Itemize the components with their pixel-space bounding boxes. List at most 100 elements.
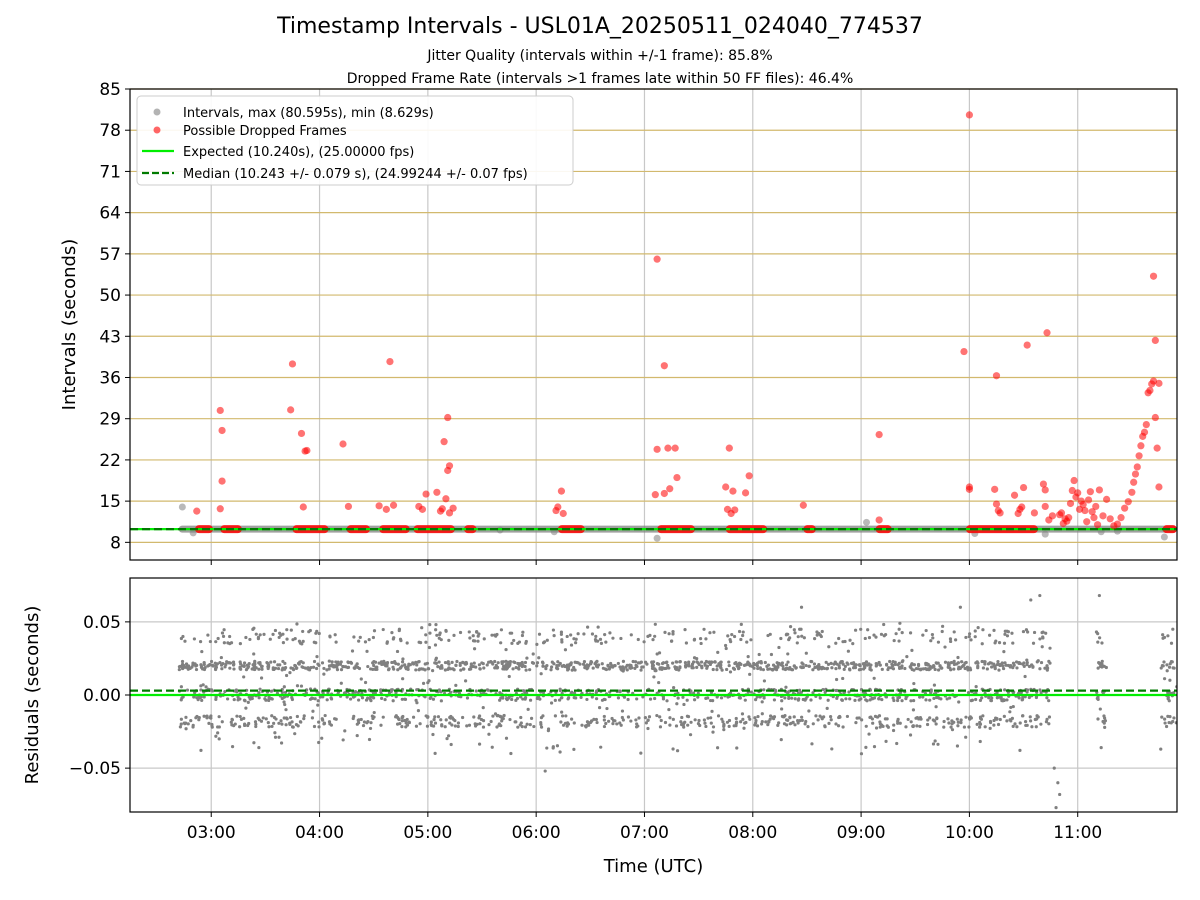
residual-point xyxy=(636,637,640,642)
residual-point xyxy=(329,723,334,727)
residual-point xyxy=(671,747,675,751)
residual-point xyxy=(973,629,977,633)
residual-point xyxy=(699,641,703,646)
residual-point xyxy=(833,661,838,665)
residual-point xyxy=(202,662,206,667)
residual-point xyxy=(472,661,476,665)
dropped-frame-point xyxy=(339,440,347,448)
residual-point xyxy=(790,667,794,672)
residual-point xyxy=(565,724,569,728)
residual-point xyxy=(671,661,675,665)
residual-point xyxy=(253,661,257,665)
residual-point xyxy=(444,718,448,722)
residual-point xyxy=(841,725,845,729)
residual-point xyxy=(424,633,428,637)
residual-point xyxy=(258,633,262,637)
residual-point xyxy=(423,662,427,666)
residual-point xyxy=(281,641,286,645)
residual-point xyxy=(719,660,723,664)
x-axis-label: Time (UTC) xyxy=(603,856,704,877)
residual-point xyxy=(709,690,714,695)
residual-point xyxy=(931,742,936,746)
dropped-frame-point xyxy=(731,506,739,514)
residual-point xyxy=(975,722,979,726)
residual-point xyxy=(238,666,242,671)
residual-point xyxy=(880,697,884,702)
residual-point xyxy=(1096,717,1100,721)
residual-point xyxy=(993,664,997,668)
residual-point xyxy=(199,748,203,752)
legend-entry-label: Possible Dropped Frames xyxy=(183,124,347,139)
residual-point xyxy=(734,724,738,728)
residual-point xyxy=(706,716,710,720)
residual-point xyxy=(789,721,793,725)
residual-point xyxy=(769,652,774,657)
residual-point xyxy=(346,665,351,669)
residual-point xyxy=(528,668,532,672)
legend-entry-label: Median (10.243 +/- 0.079 s), (24.99244 +… xyxy=(183,167,528,182)
residual-point xyxy=(1096,640,1100,644)
residual-point xyxy=(1038,637,1042,641)
residual-point xyxy=(523,725,528,729)
residual-point xyxy=(596,625,600,629)
residual-point xyxy=(424,640,428,644)
residual-point xyxy=(814,714,818,718)
x-tick-label: 08:00 xyxy=(728,823,777,843)
residual-point xyxy=(208,662,212,667)
residual-point xyxy=(798,688,802,692)
residual-point xyxy=(955,717,959,721)
residual-point xyxy=(725,667,729,672)
residual-point xyxy=(242,664,246,669)
residual-point xyxy=(185,688,190,692)
residual-point xyxy=(1013,722,1017,726)
dropped-frame-point xyxy=(344,502,353,511)
dropped-frame-point xyxy=(1086,488,1094,496)
residual-point xyxy=(560,640,564,644)
residual-point xyxy=(983,725,987,729)
residual-point xyxy=(723,643,728,648)
residual-point xyxy=(722,723,726,727)
residual-point xyxy=(1015,666,1019,670)
residual-point xyxy=(800,718,804,722)
residual-point xyxy=(551,628,556,632)
residual-point xyxy=(911,724,915,729)
residual-point xyxy=(863,636,867,641)
residual-point xyxy=(545,638,549,642)
residual-point xyxy=(988,726,992,730)
residual-point xyxy=(800,634,804,638)
residual-point xyxy=(487,660,491,664)
residual-point xyxy=(726,634,730,638)
residual-point xyxy=(214,734,218,738)
residual-point xyxy=(546,727,551,731)
residual-point xyxy=(1005,698,1009,702)
top-y-tick-label: 57 xyxy=(99,245,121,265)
residual-point xyxy=(423,668,427,672)
residual-point xyxy=(260,667,264,671)
residual-point xyxy=(505,666,509,670)
residual-point xyxy=(504,736,509,740)
residual-point xyxy=(1165,669,1169,673)
residual-point xyxy=(519,715,523,720)
residual-point xyxy=(264,717,268,721)
residual-point xyxy=(207,721,211,725)
residual-point xyxy=(845,714,850,719)
residual-point xyxy=(440,663,444,668)
residual-point xyxy=(311,696,315,701)
residual-point xyxy=(768,632,772,636)
residual-point xyxy=(978,725,982,729)
residual-point xyxy=(728,637,732,642)
residual-point xyxy=(199,664,204,668)
residual-point xyxy=(897,695,902,700)
residual-point xyxy=(200,698,204,702)
residual-point xyxy=(804,696,808,701)
residual-point xyxy=(549,701,554,705)
residual-point xyxy=(285,628,289,632)
dropped-frame-point xyxy=(1153,444,1161,452)
residual-point xyxy=(278,663,282,667)
residual-point xyxy=(362,720,367,724)
residual-point xyxy=(459,668,463,672)
residual-point xyxy=(924,698,928,702)
residual-point xyxy=(705,664,710,668)
residual-point xyxy=(477,716,481,720)
residual-point xyxy=(782,722,787,726)
